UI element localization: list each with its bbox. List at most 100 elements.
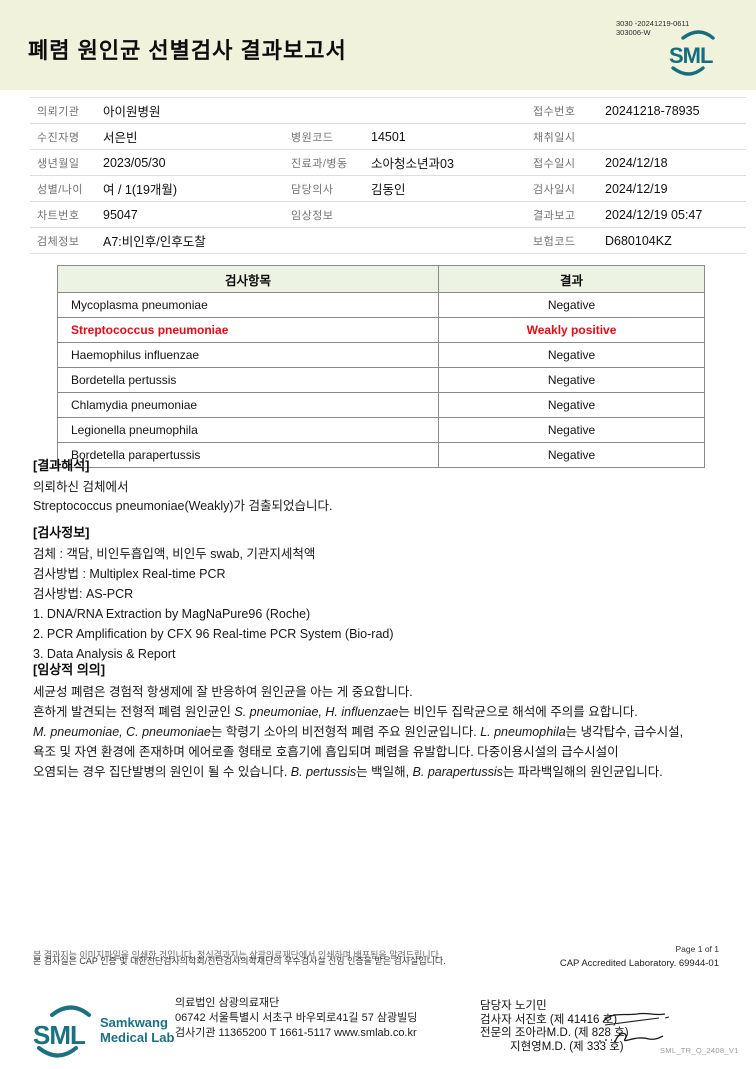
interpretation-heading: [결과해석] — [33, 458, 90, 473]
svg-text:SML: SML — [669, 43, 713, 68]
info-label: 병원코드 — [291, 131, 334, 144]
results-header-row: 검사항목 결과 — [57, 265, 705, 293]
info-label: 차트번호 — [37, 209, 80, 222]
info-label: 생년월일 — [37, 157, 80, 170]
info-value: 2024/12/19 05:47 — [605, 207, 703, 222]
info-label: 채취일시 — [533, 131, 576, 144]
staff-line: 담당자 노기민 — [480, 1000, 547, 1012]
test-info-line: 2. PCR Amplification by CFX 96 Real-time… — [33, 626, 394, 641]
results-row: Legionella pneumophila Negative — [57, 417, 705, 443]
organization-address: 06742 서울특별시 서초구 바우뫼로41길 57 삼광빌딩 — [175, 1012, 418, 1024]
footer-note-1: 본 결과지는 이미지파일을 인쇄한 것입니다. 정식결과지는 삼광의료재단에서 … — [33, 950, 442, 960]
info-label: 수진자명 — [37, 131, 80, 144]
clinical-text: 흔하게 발견되는 전형적 폐렴 원인균인 — [33, 705, 235, 719]
info-value: 14501 — [371, 129, 406, 144]
clinical-text: 는 파라백일해의 원인균입니다. — [502, 765, 663, 779]
patient-info-table: 의뢰기관 아이원병원 접수번호 20241218-78935 수진자명 서은빈 병원코드 14… — [30, 97, 746, 254]
result-value: Negative — [438, 417, 705, 443]
result-value: Negative — [438, 342, 705, 368]
lab-name: Samkwang Medical Lab — [100, 1015, 174, 1045]
info-value: 2023/05/30 — [103, 155, 166, 170]
info-value: D680104KZ — [605, 233, 672, 248]
patient-info-row: 수진자명 서은빈 병원코드 14501 채취일시 — [30, 124, 746, 150]
patient-info-row: 의뢰기관 아이원병원 접수번호 20241218-78935 — [30, 98, 746, 124]
test-info-line: 3. Data Analysis & Report — [33, 646, 176, 661]
result-item-name: Mycoplasma pneumoniae — [57, 292, 439, 318]
species-name: B. pertussis — [290, 765, 357, 779]
test-info-line: 검사방법: AS-PCR — [33, 586, 134, 601]
staff-line: 전문의 조아라M.D. (제 828 호) — [480, 1027, 629, 1039]
doc-codes: 3030 -20241219-0611 303006-W — [616, 19, 689, 37]
result-value: Weakly positive — [438, 317, 705, 343]
lab-name-line1: Samkwang — [100, 1015, 168, 1030]
result-item-name: Haemophilus influenzae — [57, 342, 439, 368]
clinical-text: 세균성 폐렴은 경험적 항생제에 잘 반응하여 원인균을 아는 게 중요합니다. — [33, 685, 413, 699]
cap-accreditation: CAP Accredited Laboratory. 69944-01 — [559, 958, 719, 969]
patient-info-row: 생년월일 2023/05/30 진료과/병동 소아청소년과03 접수일시 2024/12/… — [30, 150, 746, 176]
clinical-text: 는 비인두 집락균으로 해석에 주의를 요합니다. — [398, 705, 638, 719]
info-label: 담당의사 — [291, 183, 334, 196]
results-row: Bordetella pertussis Negative — [57, 367, 705, 393]
info-label: 접수번호 — [533, 105, 576, 118]
info-value: A7:비인후/인후도찰 — [103, 235, 206, 249]
result-value: Negative — [438, 442, 705, 468]
info-label: 검체정보 — [37, 235, 80, 248]
interpretation-line: Streptococcus pneumoniae(Weakly)가 검출되었습니… — [33, 498, 333, 513]
result-item-name: Legionella pneumophila — [57, 417, 439, 443]
page-number: Page 1 of 1 — [675, 944, 719, 954]
info-value: 2024/12/19 — [605, 181, 668, 196]
info-value: 95047 — [103, 207, 138, 222]
results-row: Haemophilus influenzae Negative — [57, 342, 705, 368]
info-label: 진료과/병동 — [291, 157, 348, 170]
signature-scribbles — [599, 1012, 670, 1043]
info-label: 보험코드 — [533, 235, 576, 248]
staff-info: 담당자 노기민 검사자 서진호 (제 41416 호) 전문의 조아라M.D. (제… — [480, 1000, 629, 1054]
footer-note-2: 본 검사실은 CAP 인증 및 대한진단검사의학회/진단검사의학재단의 우수검사… — [33, 956, 446, 966]
test-info-heading: [검사정보] — [33, 525, 90, 540]
result-value: Negative — [438, 367, 705, 393]
section-interpretation: [결과해석] 의뢰하신 검체에서 Streptococcus pneumonia… — [33, 455, 733, 515]
sml-logo-icon: SML — [669, 30, 715, 76]
form-code: SML_TR_Q_2408_V1 — [660, 1046, 739, 1055]
result-item-name: Streptococcus pneumoniae — [57, 317, 439, 343]
info-label: 검사일시 — [533, 183, 576, 196]
clinical-text: 는 학령기 소아의 비전형적 폐렴 주요 원인균입니다. — [210, 725, 481, 739]
patient-info-row: 성별/나이 여 / 1(19개월) 담당의사 김동인 검사일시 2024/12/19 — [30, 176, 746, 202]
species-name: S. pneumoniae, H. influenzae — [234, 705, 399, 719]
doc-code-line1: 3030 -20241219-0611 — [616, 19, 690, 28]
header-band: 폐렴 원인균 선별검사 결과보고서 3030 -20241219-0611 30… — [0, 0, 756, 90]
staff-line: 검사자 서진호 (제 41416 호) — [480, 1013, 618, 1026]
result-item-name: Chlamydia pneumoniae — [57, 392, 439, 418]
results-header-result: 결과 — [438, 265, 705, 293]
info-label: 결과보고 — [533, 209, 576, 222]
clinical-text: 오염되는 경우 집단발병의 원인이 될 수 있습니다. — [33, 765, 291, 779]
clinical-line: 욕조 및 자연 환경에 존재하며 에어로졸 형태로 호흡기에 흡입되며 폐렴을 … — [33, 742, 733, 762]
info-value: 아이원병원 — [103, 105, 161, 119]
result-item-name: Bordetella parapertussis — [57, 442, 439, 468]
patient-info-row: 검체정보 A7:비인후/인후도찰 보험코드 D680104KZ — [30, 228, 746, 254]
info-label: 임상정보 — [291, 209, 334, 222]
svg-text:SML: SML — [33, 1020, 86, 1050]
clinical-line: M. pneumoniae, C. pneumoniae는 학령기 소아의 비전… — [33, 722, 733, 742]
clinical-text: 는 백일해, — [356, 765, 413, 779]
results-row: Chlamydia pneumoniae Negative — [57, 392, 705, 418]
organization-info: 의료법인 삼광의료재단 06742 서울특별시 서초구 바우뫼로41길 57 삼… — [175, 996, 417, 1041]
section-test-info: [검사정보] 검체 : 객담, 비인두흡입액, 비인두 swab, 기관지세척액… — [33, 522, 733, 664]
sml-logo-icon: SML — [33, 1005, 91, 1058]
info-label: 성별/나이 — [37, 183, 84, 196]
results-row: Streptococcus pneumoniae Weakly positive — [57, 317, 705, 343]
result-item-name: Bordetella pertussis — [57, 367, 439, 393]
test-info-line: 1. DNA/RNA Extraction by MagNaPure96 (Ro… — [33, 606, 311, 621]
section-clinical-significance: [임상적 의의] 세균성 폐렴은 경험적 항생제에 잘 반응하여 원인균을 아는… — [33, 659, 733, 782]
clinical-line: 흔하게 발견되는 전형적 폐렴 원인균인 S. pneumoniae, H. i… — [33, 702, 733, 722]
results-row: Mycoplasma pneumoniae Negative — [57, 292, 705, 318]
test-info-line: 검체 : 객담, 비인두흡입액, 비인두 swab, 기관지세척액 — [33, 547, 316, 561]
info-value: 김동인 — [371, 183, 406, 197]
info-label: 의뢰기관 — [37, 105, 80, 118]
result-value: Negative — [438, 392, 705, 418]
test-info-line: 검사방법 : Multiplex Real-time PCR — [33, 566, 226, 581]
clinical-line: 오염되는 경우 집단발병의 원인이 될 수 있습니다. B. pertussis… — [33, 762, 733, 782]
result-value: Negative — [438, 292, 705, 318]
info-label: 접수일시 — [533, 157, 576, 170]
doc-code-line2: 303006-W — [616, 28, 651, 37]
